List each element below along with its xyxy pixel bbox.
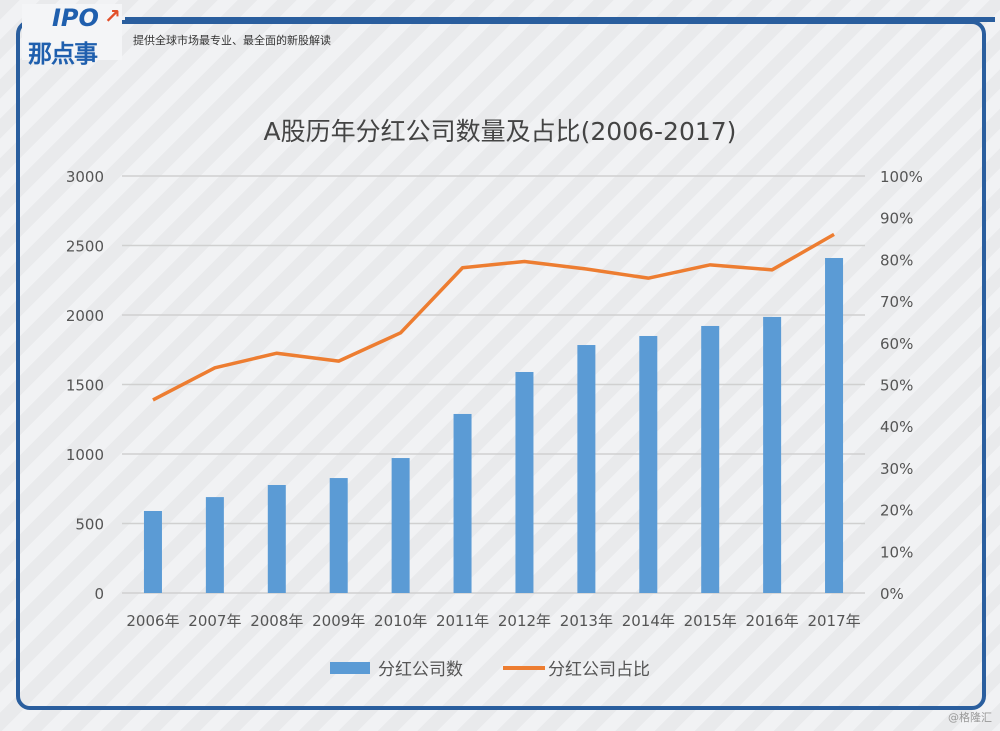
right-tick-label: 20% bbox=[880, 502, 913, 520]
x-tick-label: 2012年 bbox=[498, 612, 551, 630]
x-tick-label: 2016年 bbox=[746, 612, 799, 630]
x-tick-label: 2015年 bbox=[684, 612, 737, 630]
x-tick-label: 2014年 bbox=[622, 612, 675, 630]
bar bbox=[577, 345, 596, 593]
x-tick-label: 2006年 bbox=[126, 612, 179, 630]
bar bbox=[453, 413, 472, 593]
left-tick-label: 2000 bbox=[66, 307, 104, 325]
x-tick-label: 2007年 bbox=[188, 612, 241, 630]
slogan: 提供全球市场最专业、最全面的新股解读 bbox=[133, 34, 331, 47]
bar bbox=[701, 325, 720, 593]
right-tick-label: 80% bbox=[880, 251, 913, 269]
right-tick-label: 60% bbox=[880, 335, 913, 353]
bar bbox=[391, 458, 410, 593]
watermark: @格隆汇 bbox=[948, 711, 992, 724]
x-tick-label: 2010年 bbox=[374, 612, 427, 630]
bar bbox=[205, 497, 224, 593]
right-tick-label: 0% bbox=[880, 585, 904, 603]
left-tick-label: 3000 bbox=[66, 168, 104, 186]
line-series bbox=[152, 232, 835, 402]
right-tick-label: 100% bbox=[880, 168, 923, 186]
right-tick-label: 10% bbox=[880, 543, 913, 561]
left-tick-label: 1000 bbox=[66, 446, 104, 464]
right-tick-label: 70% bbox=[880, 293, 913, 311]
x-tick-label: 2008年 bbox=[250, 612, 303, 630]
logo: IPO ↗ 那点事 bbox=[22, 4, 122, 68]
chart-title: A股历年分红公司数量及占比(2006-2017) bbox=[263, 117, 737, 146]
header-bar bbox=[125, 17, 995, 22]
x-tick-label: 2009年 bbox=[312, 612, 365, 630]
legend-bar-swatch bbox=[330, 662, 370, 674]
left-tick-label: 2500 bbox=[66, 238, 104, 256]
legend-line-label: 分红公司占比 bbox=[548, 660, 650, 680]
left-tick-label: 1500 bbox=[66, 377, 104, 395]
right-tick-label: 90% bbox=[880, 210, 913, 228]
bar bbox=[143, 510, 162, 593]
left-tick-label: 500 bbox=[75, 516, 104, 534]
right-tick-label: 40% bbox=[880, 418, 913, 436]
bar bbox=[329, 478, 348, 593]
right-tick-label: 50% bbox=[880, 377, 913, 395]
bar bbox=[639, 335, 658, 593]
x-tick-label: 2011年 bbox=[436, 612, 489, 630]
x-tick-label: 2017年 bbox=[807, 612, 860, 630]
bar bbox=[825, 258, 844, 593]
right-tick-label: 30% bbox=[880, 460, 913, 478]
chart-frame bbox=[16, 20, 986, 710]
bar bbox=[515, 371, 534, 593]
bar bbox=[267, 484, 286, 593]
x-tick-label: 2013年 bbox=[560, 612, 613, 630]
arrow-icon: ↗ bbox=[104, 4, 121, 28]
left-tick-label: 0 bbox=[94, 585, 104, 603]
bar bbox=[763, 316, 782, 593]
legend-bar-label: 分红公司数 bbox=[378, 660, 463, 680]
